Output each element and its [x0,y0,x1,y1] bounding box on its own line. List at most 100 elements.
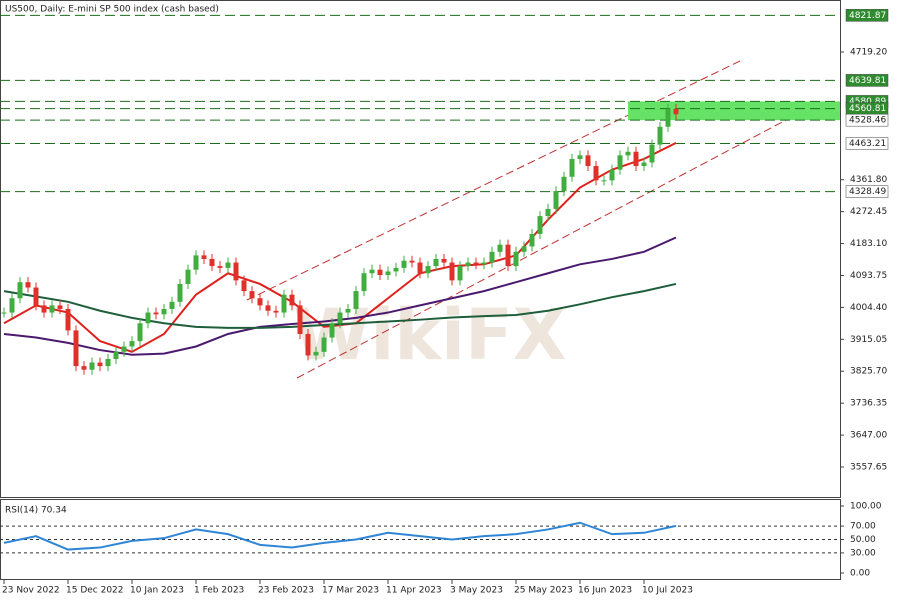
candle-body [97,362,103,367]
candle-body [537,216,543,234]
candle-body [297,305,303,334]
y-tick-label: 3557.65 [850,463,887,473]
candle-body [577,155,583,159]
candle-body [25,282,31,288]
candle-body [465,262,471,267]
candle-body [225,262,231,268]
chart-title: US500, Daily: E-mini SP 500 index (cash … [5,5,219,15]
candle-body [569,158,575,177]
rsi-tick-label: 70.00 [850,522,876,532]
x-tick-label: 10 Jan 2023 [130,586,184,596]
candle-body [177,283,183,302]
candle-body [521,246,527,252]
x-tick-label: 1 Feb 2023 [194,586,244,596]
rsi-tick-label: 100.00 [850,501,882,511]
candle-body [369,269,375,274]
candle-body [81,366,87,370]
y-tick-label: 3736.35 [850,399,887,409]
candle-body [617,155,623,170]
candle-body [265,305,271,311]
level-box [845,137,889,150]
candle-body [497,244,503,252]
y-tick-label: 4272.45 [850,207,887,217]
candle-body [425,266,431,274]
candle-body [457,266,463,281]
x-tick-label: 23 Feb 2023 [258,586,314,596]
candle-body [489,251,495,263]
y-tick-label: 3915.05 [850,335,887,345]
candle-body [161,308,167,315]
candle-body [153,312,159,315]
candle-body [625,151,631,156]
candle-body [481,262,487,265]
candle-body [185,269,191,284]
candle-body [417,262,423,274]
candle-body [193,255,199,270]
candle-body [385,271,391,276]
candle-body [9,298,15,313]
candle-body [601,180,607,182]
candle-body [113,351,119,359]
y-tick-label: 4719.20 [850,48,887,58]
candle-body [145,312,151,324]
candle-body [273,310,279,313]
candle-body [209,258,215,267]
level-label: 4328.49 [849,187,886,197]
level-box [845,74,889,87]
candle-body [201,255,207,259]
y-tick-label: 3825.70 [850,367,887,377]
candle-body [313,351,319,356]
candle-body [449,262,455,281]
rsi-tick-label: 0.00 [850,569,870,579]
candle-body [329,323,335,338]
candle-body [57,305,63,309]
candle-body [561,176,567,192]
candle-body [633,151,639,167]
candle-body [409,260,415,263]
candle-body [361,273,367,292]
candle-body [649,144,655,163]
candle-body [257,298,263,306]
rsi-title: RSI(14) 70.34 [5,506,67,516]
rsi-tick-label: 50.00 [850,535,876,545]
candle-body [241,280,247,292]
candle-body [217,266,223,268]
y-tick-label: 4361.80 [850,175,887,185]
candle-body [105,358,111,367]
candle-body [321,337,327,352]
x-tick-label: 3 May 2023 [450,586,503,596]
candle-body [593,166,599,181]
candle-body [393,267,399,272]
candle-body [505,244,511,267]
channel-line [246,59,743,301]
candle-body [121,346,127,352]
x-tick-label: 10 Jul 2023 [642,586,693,596]
level-label: 4560.81 [849,104,886,114]
candle-body [529,233,535,247]
candle-body [17,282,23,299]
candle-body [1,312,7,314]
x-tick-label: 11 Apr 2023 [386,586,442,596]
x-tick-label: 15 Dec 2022 [66,586,124,596]
candle-body [545,208,551,217]
y-tick-label: 3647.00 [850,431,887,441]
y-tick-label: 4183.10 [850,239,887,249]
level-label: 4528.46 [849,116,886,126]
candle-body [289,294,295,306]
y-tick-label: 4093.75 [850,271,887,281]
channel-line [296,117,791,379]
candle-body [353,291,359,309]
y-tick-label: 4004.40 [850,303,887,313]
x-tick-label: 25 May 2023 [514,586,573,596]
level-box [845,113,889,127]
candle-body [433,258,439,267]
candle-body [673,108,679,115]
candle-body [641,162,647,167]
candle-body [513,251,519,267]
candle-body [585,155,591,167]
level-label: 4463.21 [849,139,886,149]
level-label: 4821.87 [849,11,886,21]
candle-body [553,191,559,209]
candle-body [49,305,55,313]
